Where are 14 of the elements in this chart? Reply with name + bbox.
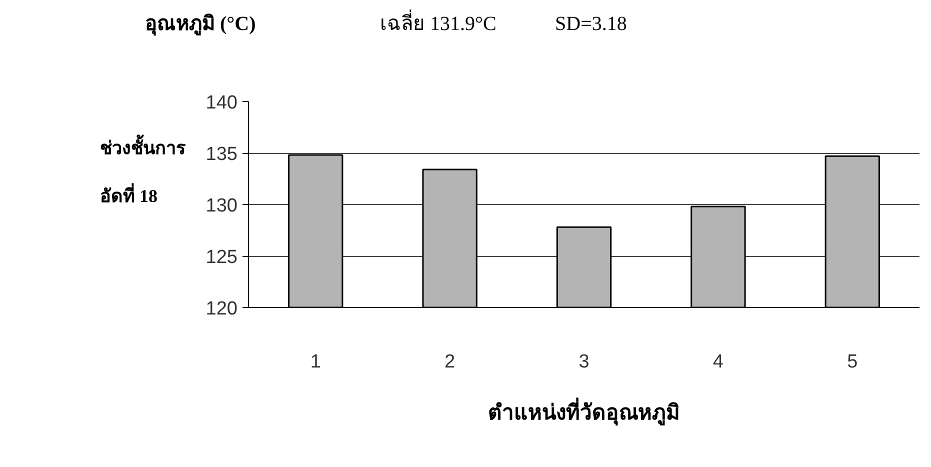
- chart-title: อุณหภูมิ (°C): [145, 12, 256, 38]
- x-tick-label: 4: [712, 352, 724, 372]
- x-tick-label: 5: [847, 352, 858, 372]
- text: เฉลี่ย 131.9°C: [380, 8, 496, 37]
- y-tick-label: 120: [206, 298, 238, 320]
- x-axis-title: ตำแหน่งที่วัดอุณหภูมิ: [488, 396, 680, 426]
- y-tick-label: 130: [206, 196, 238, 216]
- y-tick-label: 140: [206, 92, 238, 114]
- text: SD=3.18: [555, 12, 627, 37]
- x-tick-label: 2: [444, 352, 456, 372]
- y-tick-label: 125: [206, 247, 238, 268]
- y-tick-label: 135: [206, 144, 238, 165]
- x-tick-label: 1: [310, 352, 321, 372]
- x-tick-label: 3: [578, 352, 590, 372]
